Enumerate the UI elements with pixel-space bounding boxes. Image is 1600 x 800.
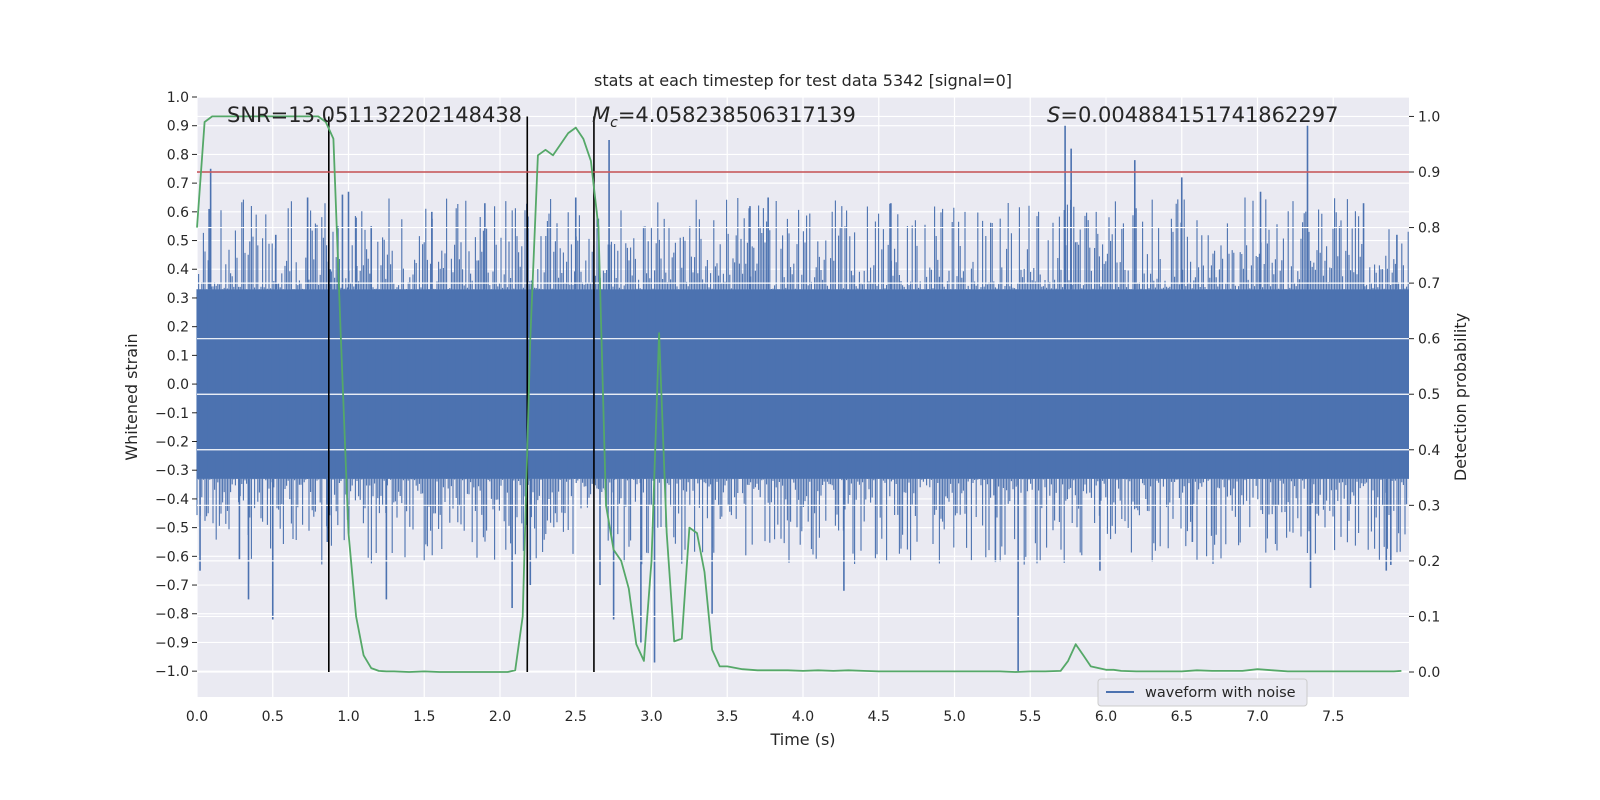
y-tick-label: 0.7: [167, 176, 189, 192]
mc-symbol: M: [592, 103, 610, 127]
y-tick-label: 0.0: [167, 377, 189, 393]
y-tick-label: −0.8: [155, 607, 189, 623]
x-tick-label: 7.5: [1322, 709, 1344, 725]
y-tick-label: −0.1: [155, 406, 189, 422]
waveform-series: [196, 125, 1409, 672]
x-tick-label: 2.0: [489, 709, 511, 725]
y2-tick-label: 0.9: [1418, 165, 1440, 181]
probability-line: [196, 115, 1402, 673]
x-tick-label: 1.5: [413, 709, 435, 725]
y-tick-label: −0.9: [155, 635, 189, 651]
y-tick-label: 0.6: [167, 205, 189, 221]
x-tick-label: 5.0: [943, 709, 965, 725]
mc-annotation: Mc=4.058238506317139: [592, 103, 856, 131]
y-tick-label: −0.4: [155, 492, 189, 508]
y-tick-label: 0.5: [167, 234, 189, 250]
x-tick-label: 3.0: [640, 709, 662, 725]
y2-tick-label: 0.6: [1418, 332, 1440, 348]
y-tick-label: 1.0: [167, 90, 189, 106]
x-tick-label: 6.5: [1171, 709, 1193, 725]
x-tick-label: 0.5: [262, 709, 284, 725]
x-tick-label: 3.5: [716, 709, 738, 725]
snr-annotation: SNR=13.051132202148438: [227, 103, 522, 127]
y-tick-label: 0.4: [167, 262, 189, 278]
x-tick-label: 7.0: [1246, 709, 1268, 725]
mc-value: =4.058238506317139: [618, 103, 856, 127]
y-axis-label: Whitened strain: [122, 333, 141, 460]
waveform-noise: [196, 197, 1409, 565]
y-tick-label: 0.1: [167, 348, 189, 364]
x-tick-label: 5.5: [1019, 709, 1041, 725]
y-tick-label: −1.0: [155, 664, 189, 680]
s-value: =0.004884151741862297: [1060, 103, 1338, 127]
legend-label: waveform with noise: [1145, 685, 1296, 701]
y2-tick-label: 0.1: [1418, 609, 1440, 625]
y2-tick-label: 0.0: [1418, 665, 1440, 681]
y2-tick-label: 0.5: [1418, 387, 1440, 403]
x-tick-label: 2.5: [565, 709, 587, 725]
y-tick-label: −0.6: [155, 549, 189, 565]
y-tick-label: 0.2: [167, 320, 189, 336]
marker-lines: [328, 116, 595, 672]
x-tick-label: 1.0: [337, 709, 359, 725]
y2-tick-label: 0.7: [1418, 276, 1440, 292]
y2-axis-label: Detection probability: [1451, 313, 1470, 481]
y-tick-label: −0.5: [155, 521, 189, 537]
x-tick-label: 4.5: [868, 709, 890, 725]
legend-box: [1097, 678, 1308, 707]
x-axis-label: Time (s): [769, 730, 835, 749]
y2-tick-label: 0.2: [1418, 554, 1440, 570]
x-tick-label: 6.0: [1095, 709, 1117, 725]
s-annotation: S=0.004884151741862297: [1047, 103, 1338, 127]
y2-tick-label: 0.4: [1418, 443, 1440, 459]
y2-tick-label: 0.8: [1418, 221, 1440, 237]
x-tick-label: 4.0: [792, 709, 814, 725]
y-tick-label: 0.9: [167, 119, 189, 135]
x-tick-label: 0.0: [186, 709, 208, 725]
s-symbol: S: [1047, 103, 1060, 127]
y-tick-label: −0.2: [155, 434, 189, 450]
y-tick-label: −0.7: [155, 578, 189, 594]
y2-axis-ticks: 1.0 0.9 0.8 0.7 0.6 0.5 0.4 0.3 0.2 0.1 0.0: [1409, 109, 1440, 681]
probability-series: [196, 115, 1402, 673]
y-axis-ticks: 1.0 0.9 0.8 0.7 0.6 0.5 0.4 0.3 0.2 0.1 0.0 −0.1 −0.…: [155, 90, 197, 680]
legend: waveform with noise: [1097, 678, 1308, 707]
y2-tick-label: 0.3: [1418, 498, 1440, 514]
x-axis-ticks: 0.0 0.5 1.0 1.5 2.0 2.5 3.0 3.5 4.0 4.5 5.0 5.5 6.0 6…: [186, 709, 1345, 725]
y-tick-label: 0.3: [167, 291, 189, 307]
y2-tick-label: 1.0: [1418, 109, 1440, 125]
y-tick-label: −0.3: [155, 463, 189, 479]
chart-title: stats at each timestep for test data 534…: [594, 71, 1012, 90]
mc-subscript: c: [610, 115, 618, 131]
y-tick-label: 0.8: [167, 147, 189, 163]
